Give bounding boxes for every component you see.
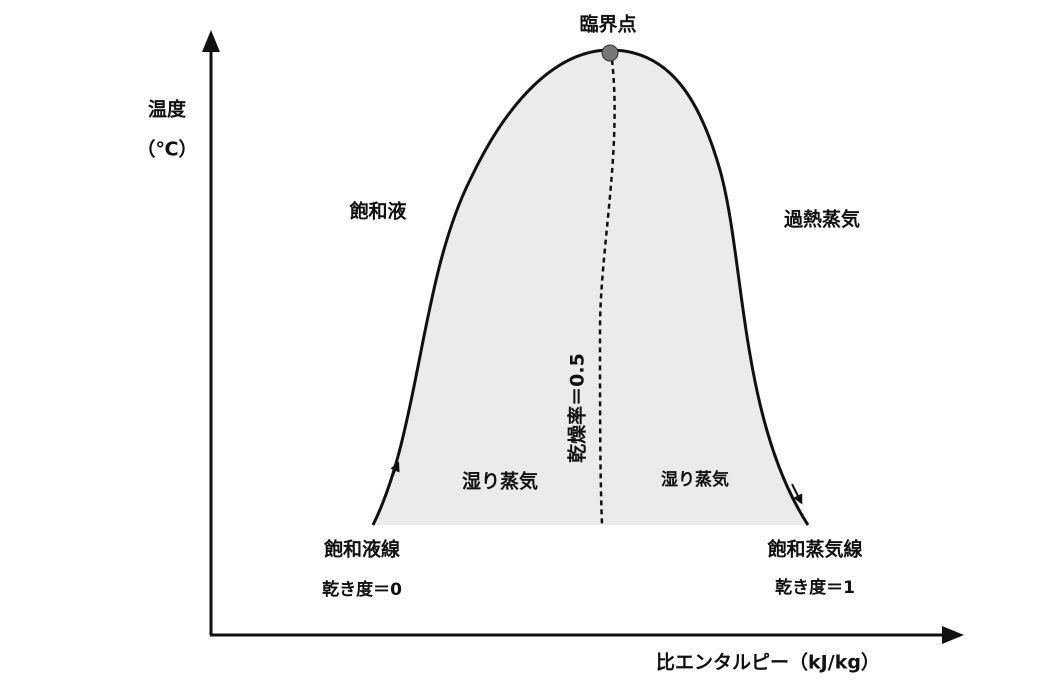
region-label: 湿り蒸気 [462,470,538,493]
quality-label: 乾き度＝0 [322,579,402,600]
quality-line [598,59,616,526]
region-label: 過熱蒸気 [784,208,860,231]
line-label: 飽和蒸気線 [766,538,862,561]
x-axis-arrow [942,626,964,644]
direction-arrow [389,461,400,483]
x-axis-label: 比エンタルピー（kJ/kg） [656,651,880,674]
region-label: 飽和液 [348,200,407,223]
region-label: 湿り蒸気 [661,469,729,490]
wet-region [373,50,808,525]
direction-arrow [791,483,803,505]
quality-line-label: 乾燥率＝0.5 [566,353,589,463]
line-label: 飽和液線 [323,538,400,561]
critical-point-marker [601,44,619,62]
quality-label: 乾き度＝1 [775,577,855,598]
y-axis-unit: （℃） [136,138,197,161]
y-axis-arrow [202,30,220,52]
critical-point-label: 臨界点 [579,13,636,36]
y-axis-label: 温度 [148,98,187,121]
